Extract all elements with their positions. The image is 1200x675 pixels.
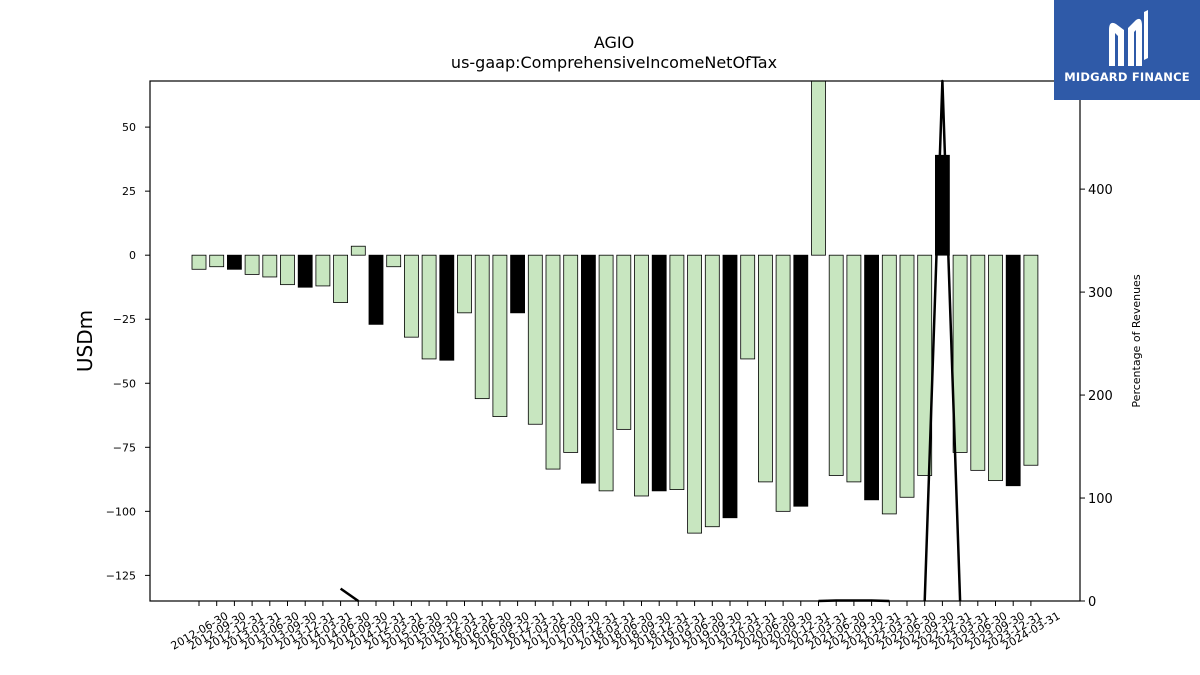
y2-axis-ticks: 0 100 200 300 400 [1080,183,1113,610]
bar [687,254,702,534]
x-axis-ticks: 2012-06-302012-09-302012-12-312013-03-31… [169,601,1062,653]
bar [740,254,756,360]
bar [651,254,667,492]
bar [297,254,313,288]
bar [527,254,543,425]
bar [209,254,225,268]
y-tick-label: −125 [106,569,136,582]
bar [457,254,472,314]
bar [226,254,242,270]
bar [563,254,579,453]
y-tick-label: 50 [122,121,136,134]
percentage-line-segment [339,587,360,603]
bar [280,254,295,286]
y2-tick-label: 200 [1088,389,1113,404]
bar [846,254,862,483]
bar [191,254,207,270]
logo-mark-icon [1109,10,1148,66]
bars [191,80,1039,534]
bar [828,254,844,476]
logo: MIDGARD FINANCE [1054,0,1200,100]
y-tick-label: 0 [129,249,136,262]
y-tick-label: −50 [113,377,136,390]
y-tick-label: −25 [113,313,136,326]
y-tick-label: −75 [113,441,136,454]
bar [758,254,773,483]
y2-axis-label: Percentage of Revenues [1130,274,1143,407]
chart-title: AGIO [594,33,634,52]
bar [634,254,649,497]
bar [403,254,419,338]
bar [616,254,632,430]
bar [598,254,614,492]
bar [970,254,986,471]
bar [952,254,968,453]
y-axis-ticks: 50 25 0 −25 −50 −75 −100 −125 [106,121,150,582]
bar [262,254,278,278]
plot-frame [149,80,1081,602]
bar [881,254,897,515]
bar [386,254,402,268]
bar [244,254,260,275]
bar [704,254,720,528]
y2-tick-label: 300 [1088,286,1113,301]
bar [864,254,879,501]
bar [545,254,561,470]
bar [811,80,826,256]
bar [1023,254,1039,466]
chart-subtitle: us-gaap:ComprehensiveIncomeNetOfTax [451,53,777,72]
bar [793,254,809,507]
bar [722,254,738,519]
y-tick-label: −100 [106,505,136,518]
bar [1005,254,1021,487]
bar [581,254,596,484]
y2-tick-label: 0 [1088,595,1096,610]
bar [775,254,791,512]
bar [474,254,490,400]
bar [439,254,455,361]
logo-text: MIDGARD FINANCE [1064,70,1190,84]
bar [333,254,349,303]
bar [368,254,384,325]
y2-tick-label: 100 [1088,492,1113,507]
bar [669,254,685,490]
bar [510,254,526,314]
bar [988,254,1003,482]
y-tick-label: 25 [122,185,136,198]
y2-tick-label: 400 [1088,183,1113,198]
bar [315,254,331,287]
bar [350,245,366,256]
y-axis-label: USDm [73,310,97,372]
bar [492,254,508,417]
bar [899,254,915,498]
bar [421,254,437,360]
